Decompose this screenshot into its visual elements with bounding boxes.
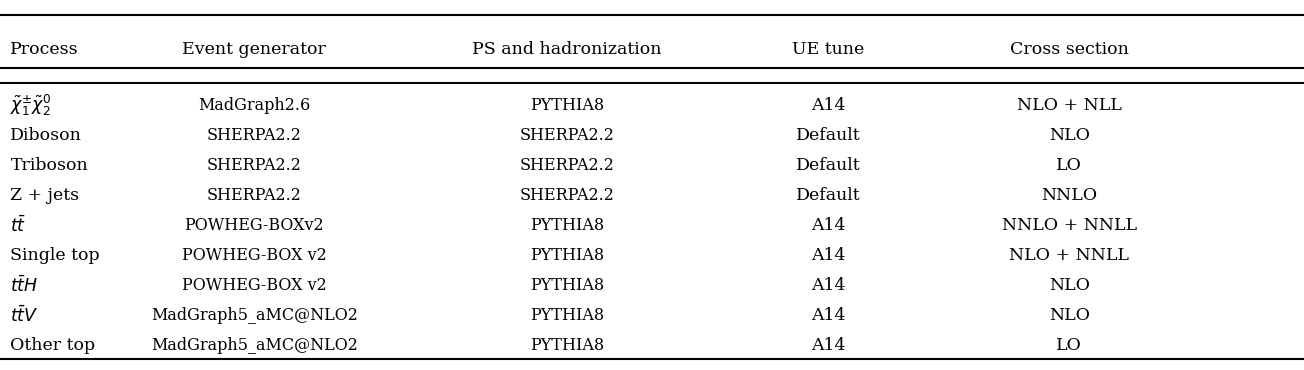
Text: NLO: NLO: [1048, 307, 1090, 324]
Text: NNLO + NNLL: NNLO + NNLL: [1001, 217, 1137, 234]
Text: A14: A14: [811, 307, 845, 324]
Text: $\tilde{\chi}^{\pm}_{1}\tilde{\chi}^{0}_{2}$: $\tilde{\chi}^{\pm}_{1}\tilde{\chi}^{0}_…: [10, 93, 52, 118]
Text: SHERPA2.2: SHERPA2.2: [520, 157, 614, 174]
Text: NLO: NLO: [1048, 127, 1090, 144]
Text: Default: Default: [795, 187, 861, 204]
Text: Other top: Other top: [10, 337, 95, 354]
Text: Z + jets: Z + jets: [10, 187, 80, 204]
Text: Default: Default: [795, 157, 861, 174]
Text: Event generator: Event generator: [183, 41, 326, 58]
Text: Single top: Single top: [10, 247, 100, 264]
Text: PYTHIA8: PYTHIA8: [531, 278, 604, 294]
Text: $t\bar{t}H$: $t\bar{t}H$: [10, 276, 39, 296]
Text: LO: LO: [1056, 157, 1082, 174]
Text: PYTHIA8: PYTHIA8: [531, 247, 604, 264]
Text: SHERPA2.2: SHERPA2.2: [207, 157, 301, 174]
Text: PYTHIA8: PYTHIA8: [531, 97, 604, 114]
Text: A14: A14: [811, 247, 845, 264]
Text: POWHEG-BOXv2: POWHEG-BOXv2: [184, 217, 325, 234]
Text: PS and hadronization: PS and hadronization: [472, 41, 662, 58]
Text: $t\bar{t}$: $t\bar{t}$: [10, 215, 26, 236]
Text: Default: Default: [795, 127, 861, 144]
Text: SHERPA2.2: SHERPA2.2: [207, 187, 301, 204]
Text: Cross section: Cross section: [1009, 41, 1129, 58]
Text: $t\bar{t}V$: $t\bar{t}V$: [10, 306, 39, 326]
Text: SHERPA2.2: SHERPA2.2: [520, 127, 614, 144]
Text: MadGraph5_aMC@NLO2: MadGraph5_aMC@NLO2: [151, 307, 357, 324]
Text: NNLO: NNLO: [1041, 187, 1098, 204]
Text: SHERPA2.2: SHERPA2.2: [207, 127, 301, 144]
Text: PYTHIA8: PYTHIA8: [531, 337, 604, 354]
Text: A14: A14: [811, 337, 845, 354]
Text: PYTHIA8: PYTHIA8: [531, 307, 604, 324]
Text: Diboson: Diboson: [10, 127, 82, 144]
Text: A14: A14: [811, 97, 845, 114]
Text: NLO + NLL: NLO + NLL: [1017, 97, 1121, 114]
Text: PYTHIA8: PYTHIA8: [531, 217, 604, 234]
Text: POWHEG-BOX v2: POWHEG-BOX v2: [181, 247, 327, 264]
Text: Process: Process: [10, 41, 80, 58]
Text: NLO: NLO: [1048, 278, 1090, 294]
Text: A14: A14: [811, 217, 845, 234]
Text: UE tune: UE tune: [792, 41, 865, 58]
Text: Triboson: Triboson: [10, 157, 89, 174]
Text: MadGraph2.6: MadGraph2.6: [198, 97, 310, 114]
Text: NLO + NNLL: NLO + NNLL: [1009, 247, 1129, 264]
Text: POWHEG-BOX v2: POWHEG-BOX v2: [181, 278, 327, 294]
Text: SHERPA2.2: SHERPA2.2: [520, 187, 614, 204]
Text: MadGraph5_aMC@NLO2: MadGraph5_aMC@NLO2: [151, 337, 357, 354]
Text: LO: LO: [1056, 337, 1082, 354]
Text: A14: A14: [811, 278, 845, 294]
